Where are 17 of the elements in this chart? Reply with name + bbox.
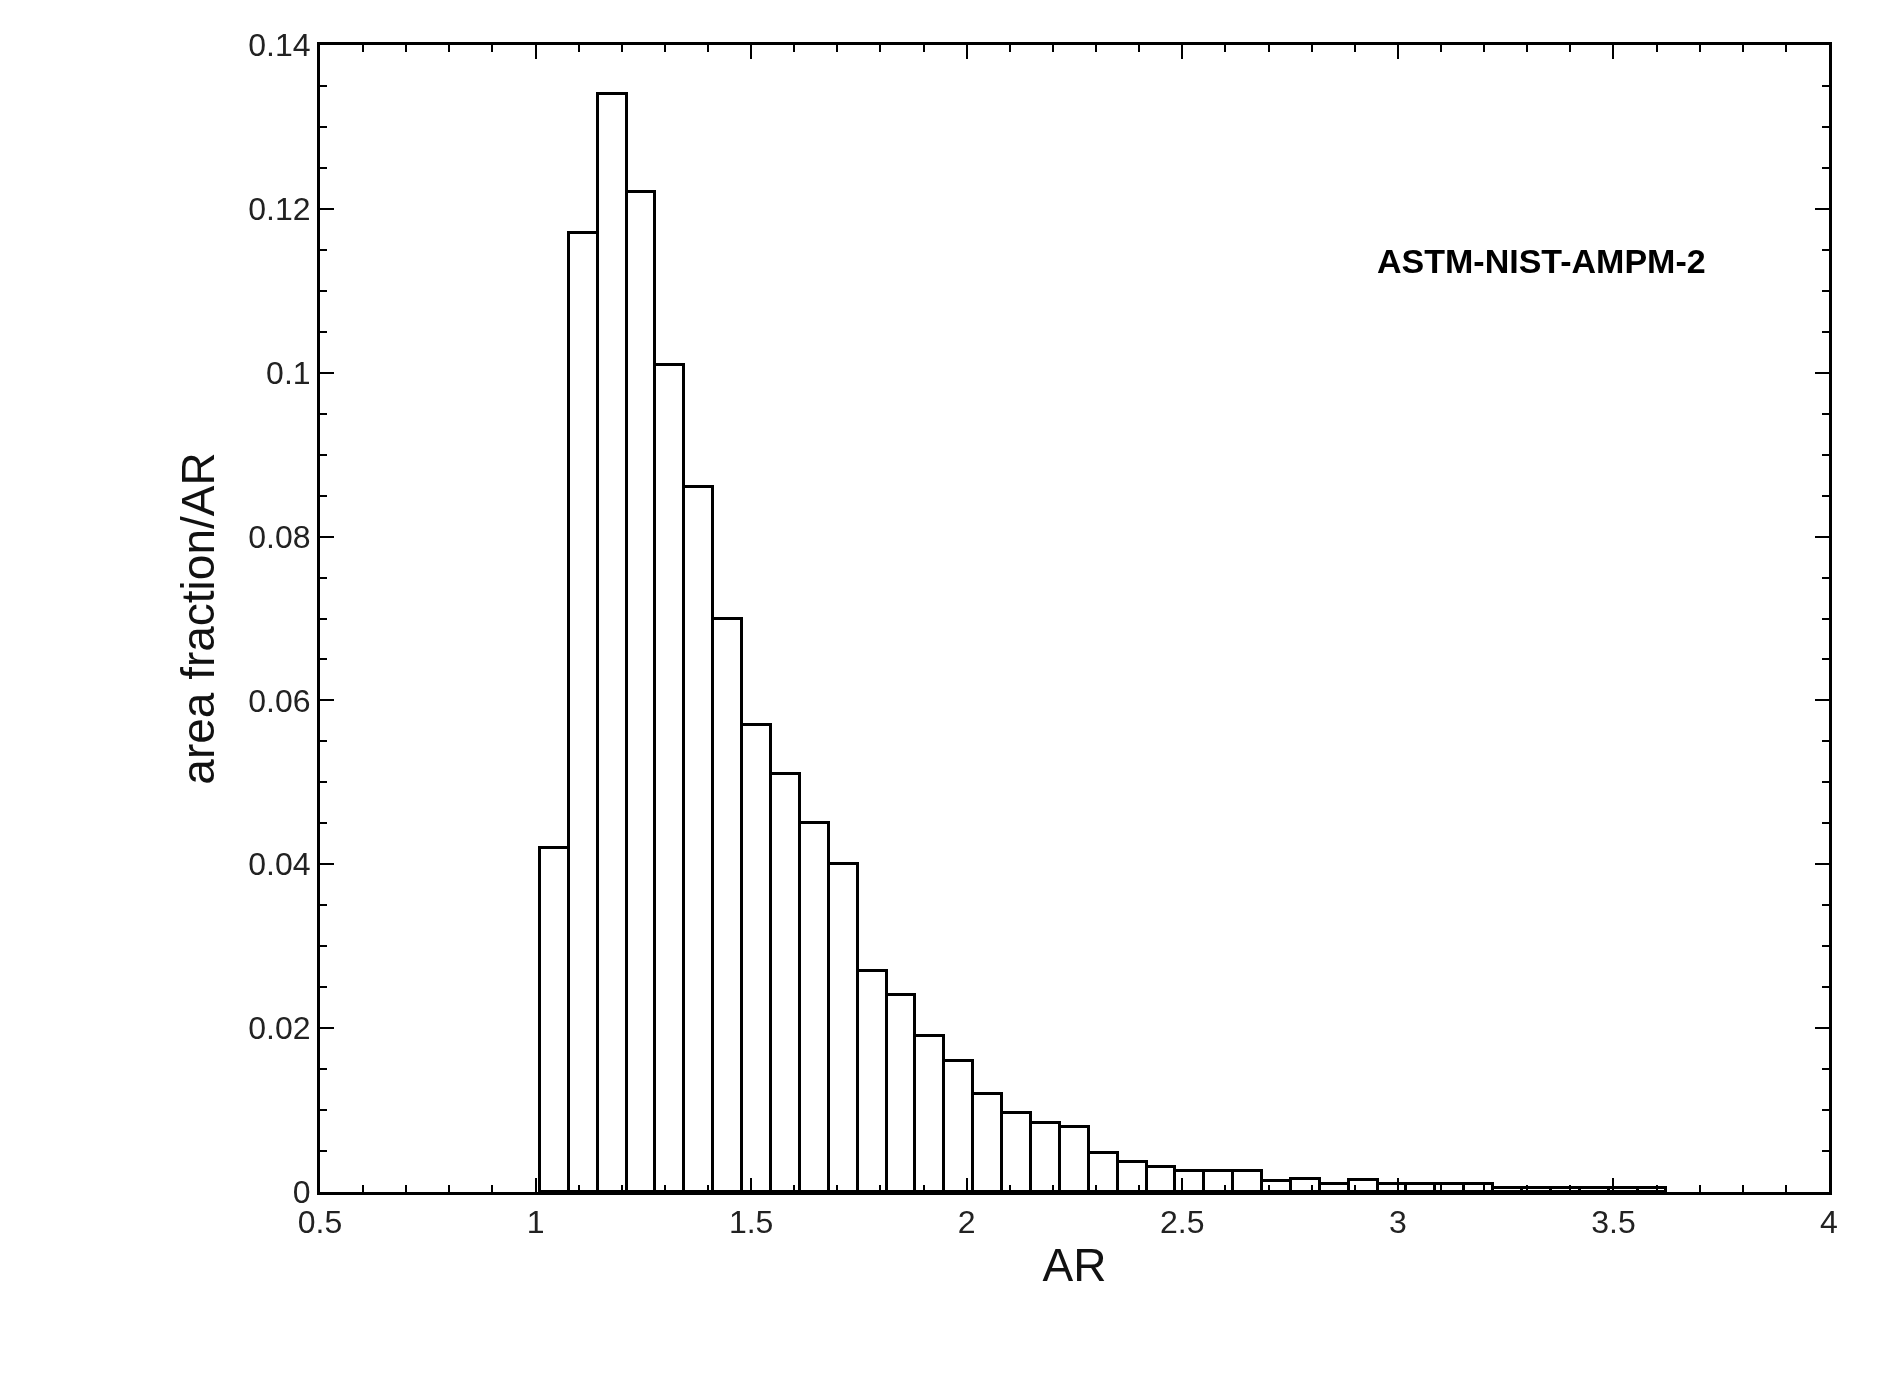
x-tick-label: 2.5 [1160, 1204, 1205, 1241]
y-tick-label: 0.1 [266, 354, 311, 391]
y-tick-label: 0.04 [248, 846, 311, 883]
x-tick-label: 3 [1388, 1204, 1407, 1241]
x-tick-label: 4 [1820, 1204, 1838, 1241]
annotation: ASTM-NIST-AMPM-2 [1377, 242, 1706, 280]
y-tick-label: 0.02 [248, 1010, 311, 1047]
y-tick-label: 0.12 [248, 191, 311, 228]
x-tick-label: 3.5 [1591, 1204, 1636, 1241]
x-tick-label: 1 [526, 1204, 545, 1241]
x-axis-title: AR [1042, 1239, 1107, 1292]
y-tick-label: 0.08 [248, 518, 311, 555]
x-tick-label: 2 [957, 1204, 976, 1241]
y-axis-title: area fraction/AR [171, 452, 224, 785]
y-tick-label: 0.06 [248, 682, 311, 719]
y-tick-label: 0.14 [248, 27, 311, 64]
x-tick-label: 1.5 [728, 1204, 774, 1241]
